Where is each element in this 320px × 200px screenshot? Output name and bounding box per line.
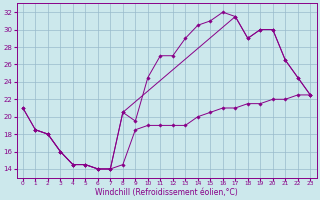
X-axis label: Windchill (Refroidissement éolien,°C): Windchill (Refroidissement éolien,°C): [95, 188, 238, 197]
